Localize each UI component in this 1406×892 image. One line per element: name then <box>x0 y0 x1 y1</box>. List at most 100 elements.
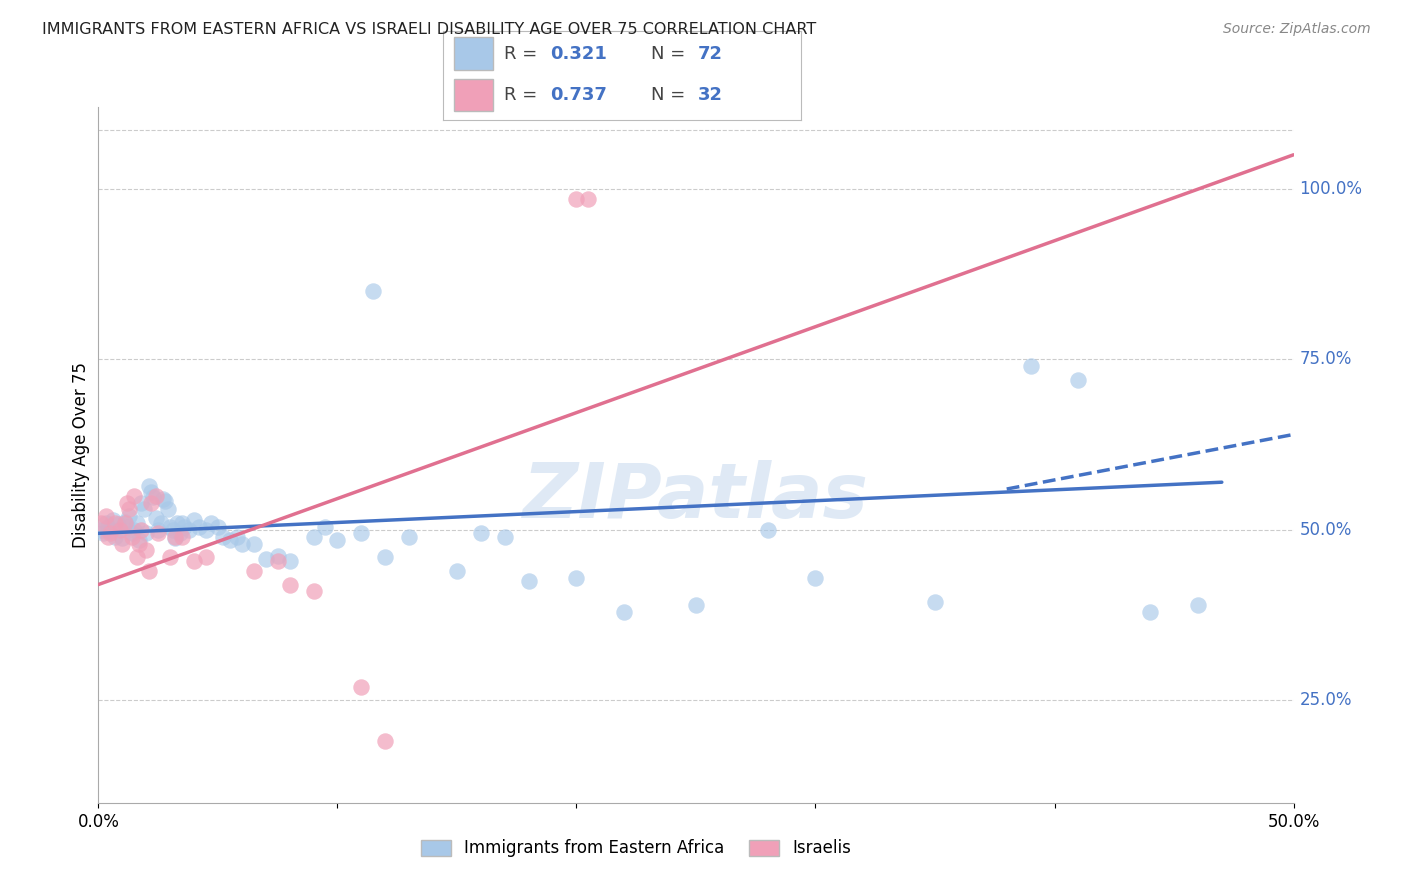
FancyBboxPatch shape <box>454 79 494 112</box>
Point <box>1019 359 1042 374</box>
Point <box>118 509 141 524</box>
Point <box>97 530 120 544</box>
Point <box>162 523 184 537</box>
Point <box>142 490 165 504</box>
Point <box>172 516 194 530</box>
Point <box>90 516 112 530</box>
Point <box>517 574 540 588</box>
Point <box>138 478 160 492</box>
Point <box>565 571 588 585</box>
Text: N =: N = <box>651 45 690 62</box>
Point <box>398 530 420 544</box>
Point <box>139 485 162 500</box>
Point <box>128 533 150 548</box>
Point <box>194 523 217 537</box>
Point <box>576 192 599 206</box>
Point <box>138 564 160 578</box>
Point <box>90 523 112 537</box>
Point <box>163 531 186 545</box>
Point <box>924 594 946 608</box>
Point <box>155 494 177 508</box>
Point <box>163 530 186 544</box>
Point <box>98 524 122 539</box>
Point <box>131 523 153 537</box>
Point <box>118 502 141 516</box>
Point <box>131 496 153 510</box>
Point <box>446 564 468 578</box>
Point <box>159 550 181 565</box>
Point <box>145 510 167 524</box>
Point <box>350 526 373 541</box>
Point <box>148 526 170 541</box>
Point <box>145 489 167 503</box>
Point <box>97 519 120 533</box>
Point <box>302 584 325 599</box>
Point <box>194 550 217 565</box>
Point <box>315 519 337 533</box>
Point <box>159 519 181 533</box>
Point <box>135 543 157 558</box>
Point <box>94 509 117 524</box>
Point <box>267 549 290 563</box>
Point <box>166 516 188 530</box>
Point <box>254 551 277 566</box>
Text: 0.737: 0.737 <box>551 87 607 104</box>
Y-axis label: Disability Age Over 75: Disability Age Over 75 <box>72 362 90 548</box>
Point <box>104 530 127 544</box>
Point <box>114 515 136 529</box>
Text: 25.0%: 25.0% <box>1299 691 1353 709</box>
Point <box>350 680 373 694</box>
Point <box>94 516 117 530</box>
Point <box>111 536 134 550</box>
Point <box>91 526 114 541</box>
Point <box>149 516 172 530</box>
Point <box>111 531 134 545</box>
Point <box>804 571 827 585</box>
Point <box>494 530 516 544</box>
Point <box>278 554 301 568</box>
Point <box>613 605 636 619</box>
Point <box>135 526 157 541</box>
Text: 75.0%: 75.0% <box>1299 351 1353 368</box>
Point <box>756 523 779 537</box>
Point <box>1139 605 1161 619</box>
Point <box>115 496 138 510</box>
Legend: Immigrants from Eastern Africa, Israelis: Immigrants from Eastern Africa, Israelis <box>415 833 858 864</box>
Point <box>121 530 143 544</box>
Text: R =: R = <box>503 87 543 104</box>
Point <box>172 530 194 544</box>
Point <box>114 516 136 530</box>
Text: IMMIGRANTS FROM EASTERN AFRICA VS ISRAELI DISABILITY AGE OVER 75 CORRELATION CHA: IMMIGRANTS FROM EASTERN AFRICA VS ISRAEL… <box>42 22 817 37</box>
Point <box>267 554 290 568</box>
Point <box>115 519 138 533</box>
Point <box>125 516 148 530</box>
Point <box>243 536 266 550</box>
Point <box>179 523 201 537</box>
Point <box>211 530 233 544</box>
Point <box>173 519 195 533</box>
Point <box>374 550 396 565</box>
Point <box>156 502 179 516</box>
Point <box>207 519 229 533</box>
Point <box>226 530 249 544</box>
Point <box>470 526 492 541</box>
Point <box>219 533 242 548</box>
Point <box>108 523 131 537</box>
Point <box>363 284 385 298</box>
Text: 32: 32 <box>697 87 723 104</box>
Point <box>132 502 155 516</box>
Point <box>152 492 174 507</box>
Point <box>200 516 222 530</box>
Point <box>108 522 131 536</box>
Point <box>148 523 170 537</box>
Point <box>128 536 150 550</box>
Point <box>278 577 301 591</box>
Text: 72: 72 <box>697 45 723 62</box>
Text: ZIPatlas: ZIPatlas <box>523 459 869 533</box>
Point <box>101 513 124 527</box>
Point <box>121 526 143 541</box>
Point <box>104 516 127 530</box>
Point <box>374 734 396 748</box>
Point <box>183 513 205 527</box>
Point <box>302 530 325 544</box>
